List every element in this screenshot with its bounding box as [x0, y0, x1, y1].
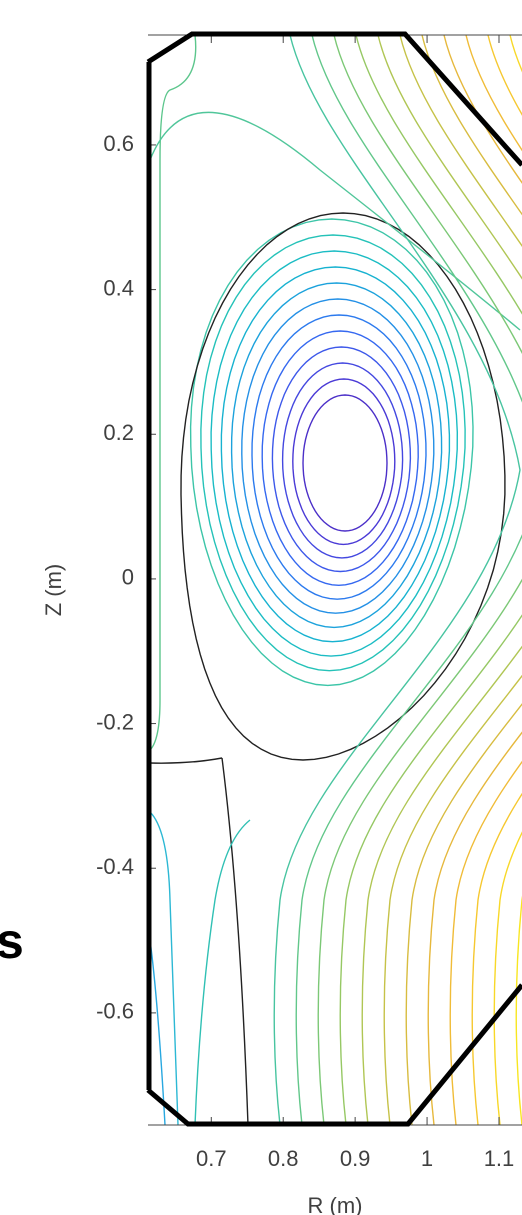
y-tick-label: -0.2	[96, 709, 134, 734]
flux-line	[471, 35, 522, 1125]
vessel-wall-top	[146, 31, 522, 167]
flux-surface	[251, 314, 427, 600]
flux-line	[317, 35, 522, 1125]
flux-surface	[210, 250, 459, 657]
y-tick-label: 0.6	[103, 131, 134, 156]
separatrix-leg	[149, 757, 223, 764]
flux-surface	[292, 378, 396, 546]
y-tick-label: 0	[122, 565, 134, 590]
flux-surface	[271, 346, 412, 573]
flux-line	[339, 35, 522, 1125]
separatrix-leg	[221, 757, 249, 1125]
separatrix	[180, 212, 506, 761]
flux-surface	[189, 218, 474, 687]
flux-surface	[220, 266, 451, 643]
flux-line	[515, 896, 522, 1125]
x-tick-label: 0.9	[340, 1146, 371, 1171]
flux-surface	[261, 330, 419, 587]
flux-line	[149, 35, 197, 751]
flux-line	[383, 35, 522, 1125]
y-tick-label: -0.6	[96, 999, 134, 1024]
flux-line	[273, 35, 521, 1125]
vessel-wall-bottom	[146, 983, 522, 1127]
x-axis-label: R (m)	[308, 1193, 363, 1215]
flux-surface	[200, 234, 466, 672]
flux-surface	[281, 362, 404, 559]
flux-line	[361, 35, 522, 1125]
x-tick-label: 1	[421, 1146, 433, 1171]
contour-lines	[149, 35, 522, 1125]
y-tick-label: 0.2	[103, 420, 134, 445]
flux-surface	[302, 394, 388, 532]
flux-line	[493, 35, 522, 1125]
flux-line	[449, 35, 522, 1125]
annotation: s	[0, 913, 24, 969]
flux-line	[194, 819, 251, 1125]
y-tick-label: 0.4	[103, 275, 134, 300]
flux-surface	[241, 298, 435, 614]
y-tick-label: -0.4	[96, 854, 134, 879]
flux-surface	[230, 282, 443, 629]
x-tick-label: 0.7	[196, 1146, 227, 1171]
flux-line	[149, 939, 166, 1125]
flux-line	[295, 35, 522, 1125]
flux-line	[405, 35, 522, 1125]
flux-line	[149, 811, 179, 1125]
x-tick-label: 0.8	[268, 1146, 299, 1171]
y-axis-label: Z (m)	[41, 564, 66, 617]
flux-line	[427, 35, 522, 1125]
x-tick-label: 1.1	[484, 1146, 515, 1171]
flux-line	[149, 111, 521, 331]
